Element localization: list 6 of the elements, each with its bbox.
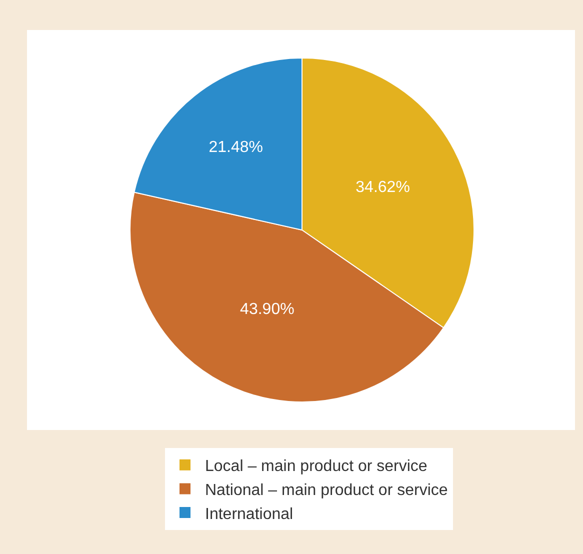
data-label: 43.90%: [240, 301, 294, 318]
legend-label: International: [205, 506, 294, 523]
legend-label: National – main product or service: [205, 482, 448, 499]
data-label: 21.48%: [208, 138, 263, 156]
data-label: 34.62%: [356, 179, 410, 196]
legend-label: Local – main product or service: [205, 458, 428, 476]
